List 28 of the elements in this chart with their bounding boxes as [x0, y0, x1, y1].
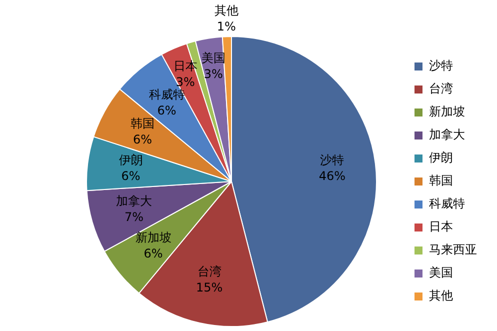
data-label: 6%: [121, 168, 140, 183]
legend-label: 新加坡: [429, 104, 465, 119]
legend-label: 加拿大: [429, 128, 465, 142]
data-label: 6%: [144, 246, 163, 260]
slice-label: 伊朗: [118, 152, 143, 167]
slice-label: 其他: [214, 4, 238, 18]
legend-label: 台湾: [429, 82, 453, 96]
data-label: 6%: [157, 103, 176, 118]
data-label: 7%: [124, 210, 144, 224]
data-label: 46%: [318, 168, 346, 183]
slice-label: 台湾: [197, 264, 222, 279]
legend-label: 美国: [429, 266, 453, 280]
legend-label: 马来西亚: [429, 242, 477, 257]
slice-label: 韩国: [130, 116, 155, 131]
legend-label: 韩国: [429, 174, 453, 188]
legend-label: 沙特: [429, 58, 453, 73]
data-label: 15%: [196, 280, 223, 295]
slice-label: 加拿大: [116, 194, 152, 208]
slice-label: 新加坡: [135, 230, 172, 244]
legend-label: 科威特: [429, 196, 465, 211]
data-label: 1%: [216, 20, 236, 34]
data-label: 3%: [204, 67, 223, 82]
slice-label: 沙特: [320, 152, 344, 167]
legend-label: 伊朗: [429, 150, 453, 165]
legend-label: 其他: [429, 288, 453, 303]
data-label: 6%: [133, 132, 152, 147]
legend-label: 日本: [429, 220, 453, 234]
data-label: 3%: [176, 75, 195, 90]
